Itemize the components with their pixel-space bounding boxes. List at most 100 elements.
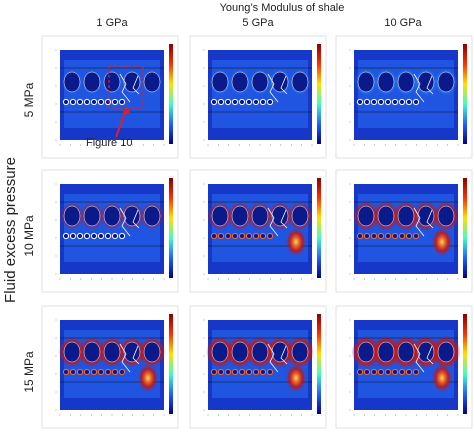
small-cavity [245,232,253,240]
cavity [357,341,375,363]
cavity [211,71,229,93]
cavity [63,71,81,93]
small-cavity [259,368,267,376]
cavity [123,341,141,363]
small-cavity [266,98,274,106]
small-cavity [405,232,413,240]
small-cavity [111,368,119,376]
colorbar [463,314,467,414]
small-cavity [252,368,260,376]
small-cavity [97,368,105,376]
small-cavity [412,368,420,376]
cavity [357,71,375,93]
cavity [83,341,101,363]
cavity [271,205,289,227]
cavity [417,205,435,227]
small-cavity [224,232,232,240]
small-cavity [69,232,77,240]
cavity [251,205,269,227]
small-cavity [238,98,246,106]
small-cavity [384,232,392,240]
small-cavity [111,98,119,106]
hot-zone [138,364,158,392]
cavity [143,205,161,227]
small-cavity [412,232,420,240]
colorbar [463,178,467,278]
cavity [63,205,81,227]
small-cavity [259,98,267,106]
fracture [267,73,288,103]
small-cavity [238,232,246,240]
cavity [271,341,289,363]
cavity [377,205,395,227]
hot-zone [286,228,306,256]
colorbar [317,44,321,144]
fracture [413,73,434,103]
small-cavity [90,232,98,240]
small-cavity [398,98,406,106]
small-cavity [104,98,112,106]
side-label: Fluid excess pressure [2,157,19,303]
small-cavity [405,98,413,106]
small-cavity [83,232,91,240]
cavity [417,341,435,363]
small-cavity [356,232,364,240]
small-cavity [412,98,420,106]
small-cavity [377,232,385,240]
colorbar [169,44,173,144]
colorbar [317,178,321,278]
small-cavity [231,368,239,376]
panels [41,35,473,429]
hot-zone [432,364,452,392]
cavity [377,341,395,363]
small-cavity [69,98,77,106]
cavity [291,341,309,363]
small-cavity [252,232,260,240]
small-cavity [210,368,218,376]
fracture [267,207,288,237]
row-label: 15 MPa [22,351,36,393]
small-cavity [377,368,385,376]
arrow-head [122,106,130,114]
small-cavity [363,232,371,240]
cavity [103,341,121,363]
small-cavity [83,98,91,106]
small-cavity [252,98,260,106]
cavity [397,205,415,227]
column-label: 10 GPa [384,17,422,29]
cavity [291,205,309,227]
annotation: Figure 10 [86,137,132,149]
cavity [123,205,141,227]
small-cavity [266,232,274,240]
small-cavity [398,368,406,376]
column-label: 5 GPa [242,17,274,29]
cavity [271,71,289,93]
small-cavity [377,98,385,106]
row-label: 10 MPa [22,215,36,257]
colorbar [317,314,321,414]
fracture [267,343,288,373]
cavity [103,205,121,227]
small-cavity [83,368,91,376]
small-cavity [69,368,77,376]
cavity [251,341,269,363]
small-cavity [97,232,105,240]
small-cavity [370,368,378,376]
cavity [123,71,141,93]
small-cavity [405,368,413,376]
small-cavity [245,368,253,376]
small-cavity [210,98,218,106]
cavity [357,205,375,227]
cavity [211,205,229,227]
small-cavity [370,232,378,240]
small-cavity [363,98,371,106]
cavity [83,205,101,227]
annotation-arrow [115,109,127,138]
small-cavity [245,98,253,106]
small-cavity [118,368,126,376]
column-label: 1 GPa [96,17,128,29]
small-cavity [90,98,98,106]
small-cavity [384,98,392,106]
cavity [83,71,101,93]
